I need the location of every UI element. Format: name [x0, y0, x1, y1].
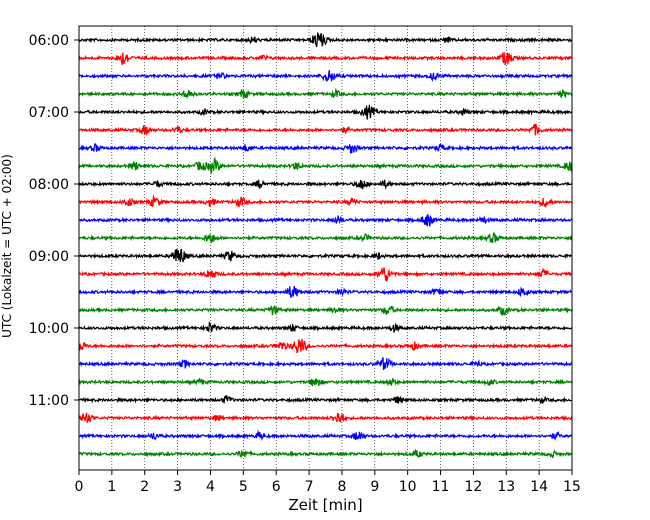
- x-tick-label: 9: [370, 479, 379, 495]
- y-tick-label: 06:00: [29, 33, 69, 49]
- trace-0645: [78, 87, 573, 100]
- trace-0730: [78, 143, 573, 154]
- x-axis-label: Zeit [min]: [288, 496, 362, 514]
- trace-1115: [78, 412, 573, 423]
- x-tick-label: 5: [239, 479, 248, 495]
- x-axis: 0 1 2 3 4 5 6 7 8 9 10 11 12 13 14 15: [75, 470, 581, 495]
- trace-0815: [78, 194, 573, 208]
- plot-frame: [78, 25, 573, 471]
- x-tick-label: 2: [140, 479, 149, 495]
- trace-1045: [78, 377, 573, 387]
- x-tick-label: 8: [337, 479, 346, 495]
- trace-0700: [78, 104, 573, 120]
- x-tick-label: 1: [107, 479, 116, 495]
- x-tick-label: 3: [173, 479, 182, 495]
- trace-1015: [78, 338, 573, 354]
- y-tick-label: 07:00: [29, 105, 69, 121]
- x-tick-label: 14: [530, 479, 548, 495]
- x-tick-label: 0: [75, 479, 84, 495]
- trace-0945: [78, 305, 573, 316]
- trace-0900: [78, 248, 573, 263]
- traces: [78, 31, 573, 459]
- x-tick-label: 7: [305, 479, 314, 495]
- x-grid: [111, 26, 540, 470]
- x-tick-label: 10: [399, 479, 417, 495]
- trace-0915: [78, 266, 573, 282]
- trace-1145: [78, 448, 573, 459]
- trace-0745: [78, 156, 573, 175]
- y-tick-label: 11:00: [29, 393, 69, 409]
- x-tick-label: 11: [432, 479, 450, 495]
- trace-0845: [78, 232, 573, 244]
- y-axis: 06:00 07:00 08:00 09:00 10:00 11:00: [29, 33, 79, 409]
- y-tick-label: 09:00: [29, 249, 69, 265]
- trace-0615: [78, 52, 573, 66]
- x-tick-label: 15: [563, 479, 581, 495]
- x-tick-label: 4: [206, 479, 215, 495]
- trace-0930: [78, 285, 573, 298]
- trace-1000: [78, 321, 573, 333]
- y-tick-label: 08:00: [29, 177, 69, 193]
- trace-1030: [78, 357, 573, 371]
- trace-0600: [78, 31, 573, 48]
- x-tick-label: 13: [497, 479, 515, 495]
- y-tick-label: 10:00: [29, 321, 69, 337]
- x-tick-label: 6: [272, 479, 281, 495]
- trace-1130: [78, 429, 573, 442]
- trace-1100: [78, 394, 573, 405]
- trace-0630: [78, 70, 573, 83]
- trace-0800: [78, 179, 573, 191]
- trace-0715: [78, 123, 573, 136]
- trace-0830: [78, 213, 573, 227]
- y-axis-label: UTC (Lokalzeit = UTC + 02:00): [0, 154, 14, 338]
- x-tick-label: 12: [464, 479, 482, 495]
